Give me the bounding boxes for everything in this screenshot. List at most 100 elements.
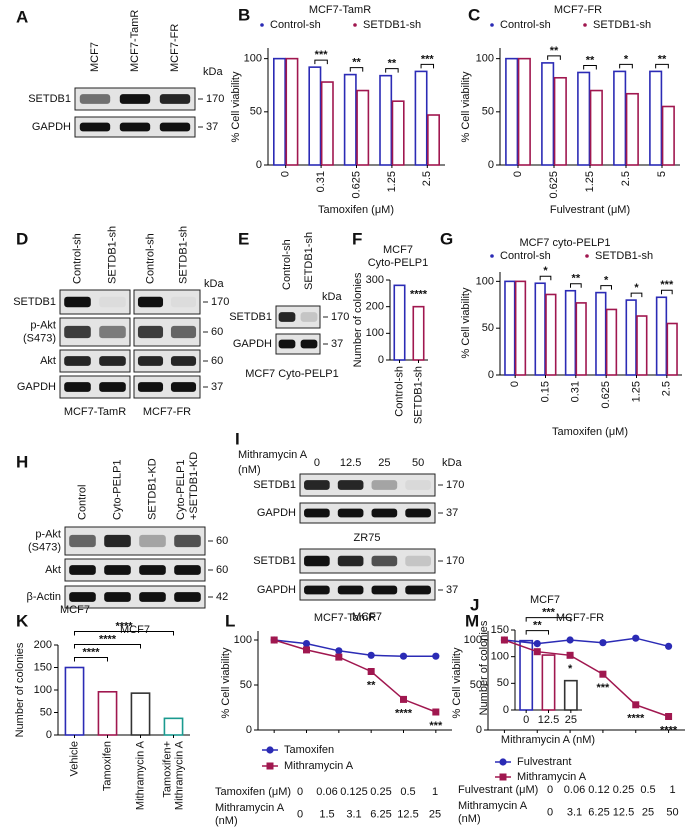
blot-strip [275, 333, 321, 355]
band [99, 296, 126, 308]
bar [553, 76, 567, 166]
sig-bracket [569, 283, 582, 288]
y-axis-label: % Cell viability [460, 71, 472, 142]
bar [541, 62, 555, 166]
band [104, 592, 131, 602]
blot-strip [299, 473, 436, 497]
point [400, 695, 407, 703]
point [335, 653, 343, 661]
bar [625, 299, 637, 376]
kda-label: 170 [206, 93, 224, 105]
y-tick-label: 200 [34, 639, 52, 651]
legend-marker [499, 773, 507, 781]
band [64, 325, 91, 339]
x-axis-label: Mithramycin A (nM) [501, 734, 595, 746]
band [137, 382, 164, 392]
band [304, 555, 330, 567]
y-tick-label: 0 [46, 729, 52, 741]
sig-bracket [349, 67, 364, 72]
bar [379, 74, 393, 166]
y-axis-label: % Cell viability [230, 71, 242, 142]
y-axis-label: % Cell viability [451, 647, 463, 718]
point [399, 652, 408, 660]
x-row-value: 25 [642, 806, 654, 818]
x-tick-label: 1.25 [584, 171, 596, 192]
band [300, 339, 318, 349]
band [104, 534, 131, 548]
legend-marker [260, 23, 264, 27]
x-row-label-line: (nM) [215, 815, 238, 827]
row-label-line: p-Akt [35, 528, 61, 540]
bar [519, 639, 534, 711]
sig-label: *** [421, 53, 435, 65]
point [335, 647, 343, 655]
band [139, 534, 166, 548]
band [64, 296, 91, 308]
y-axis-label: Number of colonies [352, 272, 364, 367]
point [367, 668, 375, 675]
lane-label: 12.5 [340, 457, 361, 469]
band [170, 296, 197, 308]
panel-letter: H [16, 452, 28, 471]
row-label: p-Akt (S473) [28, 528, 61, 553]
band [137, 356, 164, 366]
y-tick-label: 100 [476, 53, 494, 65]
band [170, 356, 197, 366]
sig-label: **** [82, 646, 100, 658]
lane-label: MCF7-FR [169, 24, 181, 72]
sig-bracket [74, 644, 141, 649]
chart-title-line: Cyto-PELP1 [368, 257, 429, 269]
x-tick-label: Mithramycin A [134, 740, 146, 810]
sig-bracket [420, 63, 435, 69]
series-line [504, 639, 669, 718]
band [405, 555, 431, 567]
x-tick-label: Tamoxifen [101, 741, 113, 791]
bar [545, 293, 557, 376]
y-axis-label: Number of colonies [14, 642, 26, 737]
row-label: p-Akt (S473) [23, 319, 56, 344]
bar [514, 280, 527, 376]
kda-label: 60 [211, 326, 223, 338]
row-label: GAPDH [257, 584, 296, 596]
bar [605, 308, 618, 376]
bar [577, 71, 591, 166]
band [119, 94, 151, 104]
band [99, 325, 126, 339]
band [371, 480, 398, 490]
row-label: SETDB1 [13, 296, 56, 308]
chart-title: MCF7 cyto-PELP1 [519, 237, 610, 249]
sig-bracket [539, 275, 552, 281]
x-tick-label-line: Tamoxifen+ [161, 741, 173, 798]
row-label: GAPDH [17, 381, 56, 393]
band [337, 585, 364, 595]
panel-letter: K [16, 611, 29, 630]
bar [534, 282, 546, 376]
band [174, 565, 201, 575]
band [137, 296, 164, 308]
bar [391, 100, 405, 166]
point [664, 642, 673, 650]
x-row-label: Tamoxifen (μM) [215, 786, 291, 798]
sig-label: ** [533, 620, 542, 632]
bar [541, 654, 556, 711]
kda-label: 60 [211, 355, 223, 367]
kda-label: 42 [216, 591, 228, 603]
lane-label: SETDB1-sh [177, 226, 189, 284]
bar [649, 70, 663, 166]
band [64, 382, 91, 392]
bar [505, 57, 519, 166]
sig-label: *** [429, 720, 443, 732]
kda-label: 170 [211, 296, 229, 308]
kda-label: 37 [446, 584, 458, 596]
x-tick-label: Control-sh [393, 366, 405, 417]
kda-label: 37 [206, 121, 218, 133]
bar [163, 717, 184, 736]
blot-header: Mithramycin A (nM) [238, 449, 308, 476]
row-label: SETDB1 [253, 479, 296, 491]
x-tick-label: Tamoxifen+Mithramycin A [161, 740, 185, 810]
y-tick-label: 0 [488, 369, 494, 381]
legend-label: Tamoxifen [284, 744, 334, 756]
band [304, 585, 330, 595]
blot-caption: MCF7 Cyto-PELP1 [245, 368, 339, 380]
